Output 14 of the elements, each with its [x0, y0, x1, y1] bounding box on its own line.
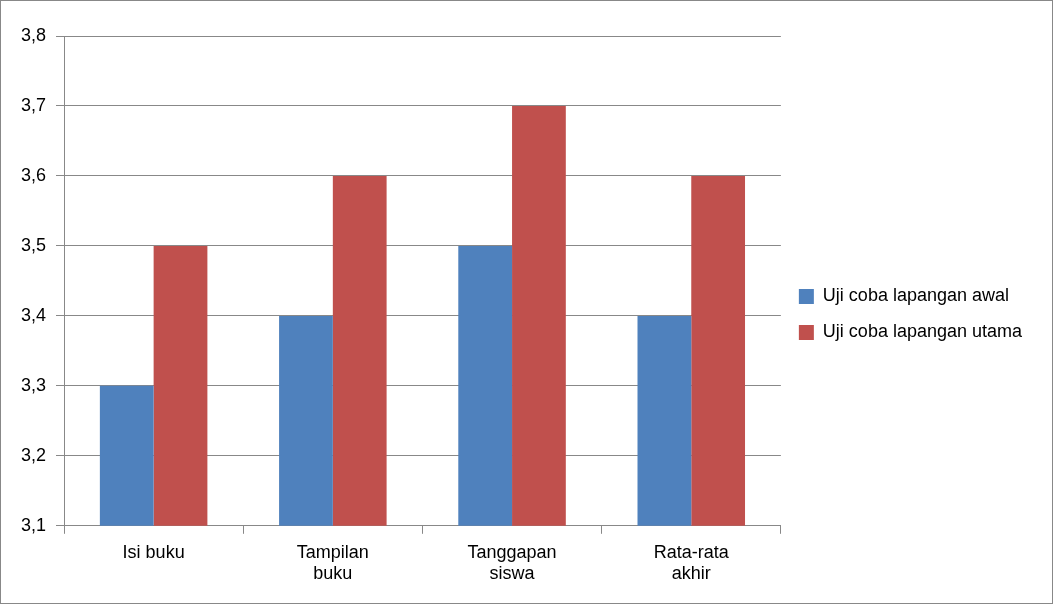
x-tick-label: Isi buku — [122, 541, 185, 562]
y-tick-label: 3,6 — [20, 164, 47, 185]
y-tick-label: 3,4 — [20, 304, 47, 325]
x-tick-label: Tampilan buku — [296, 541, 369, 584]
x-tick-label: Tanggapan siswa — [467, 541, 557, 584]
y-tick-label: 3,8 — [20, 24, 47, 45]
legend-label: Uji coba lapangan utama — [822, 321, 1023, 342]
y-tick-label: 3,3 — [20, 374, 47, 395]
y-tick-label: 3,5 — [20, 234, 47, 255]
legend-label: Uji coba lapangan awal — [822, 285, 1010, 306]
y-tick-label: 3,7 — [20, 94, 47, 115]
y-tick-label: 3,2 — [20, 444, 47, 465]
x-tick-label: Rata-rata akhir — [653, 541, 730, 584]
y-tick-label: 3,1 — [20, 514, 47, 535]
